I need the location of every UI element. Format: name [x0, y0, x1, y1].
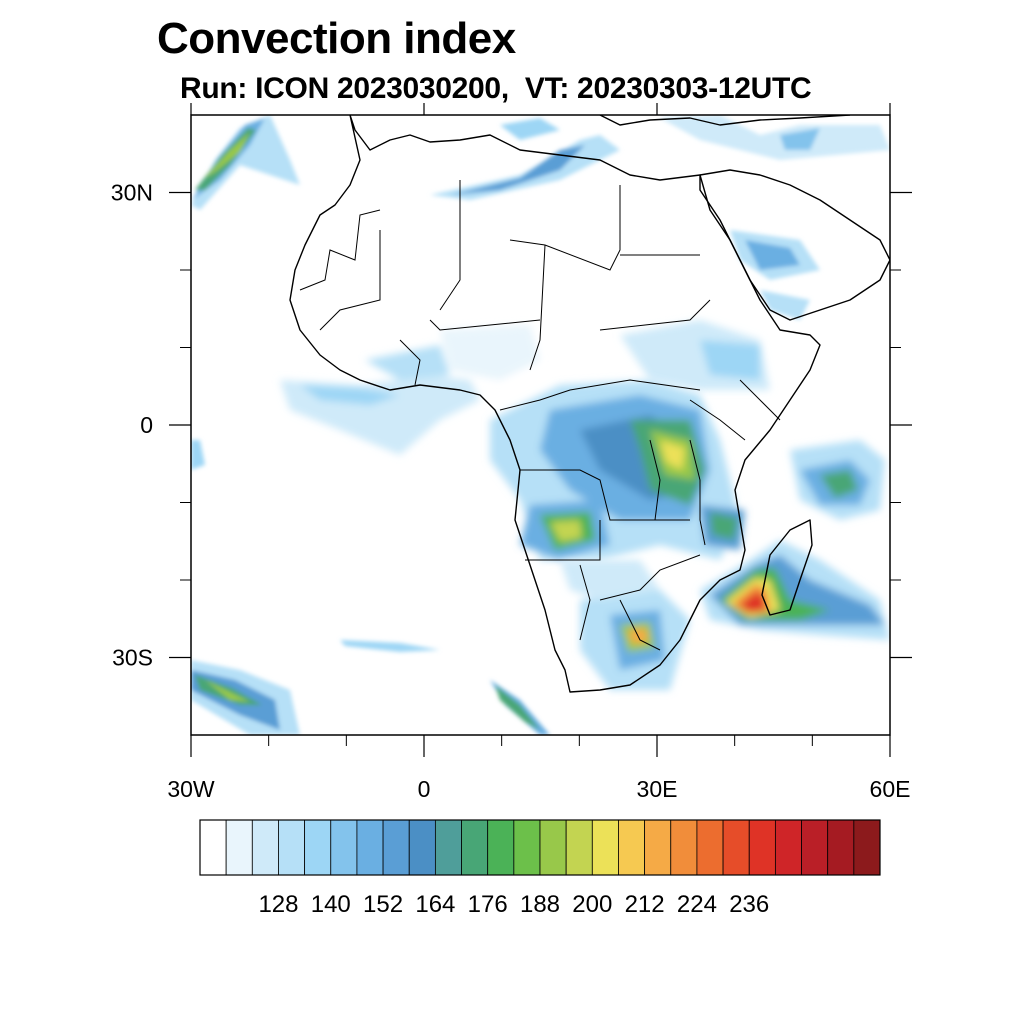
field-nw-atlantic: [191, 115, 300, 210]
colorbar-swatch: [251, 819, 279, 876]
field-south-atlantic: [191, 440, 550, 735]
africa-coastline: [289, 115, 821, 693]
colorbar-swatch: [644, 819, 672, 876]
colorbar-swatch: [696, 819, 724, 876]
colorbar-label: 164: [415, 891, 455, 918]
colorbar-label: 152: [363, 891, 403, 918]
madagascar-coastline: [761, 519, 813, 616]
colorbar-label: 128: [258, 891, 298, 918]
page-subtitle: Run: ICON 2023030200, VT: 20230303-12UTC: [180, 72, 812, 105]
colorbar-swatch: [670, 819, 698, 876]
colorbar-swatch: [513, 819, 541, 876]
colorbar-swatch: [539, 819, 567, 876]
coastlines: [289, 115, 890, 693]
colorbar-swatch: [827, 819, 855, 876]
lat-tick-label: 30N: [111, 180, 153, 206]
axis-labels: 30W 0 30E 60E 30N 0 30S: [111, 180, 911, 803]
colorbar-label: 236: [729, 891, 769, 918]
lat-tick-label: 30S: [112, 645, 153, 671]
colorbar-swatch: [382, 819, 410, 876]
colorbar-swatch: [618, 819, 646, 876]
colorbar-swatch: [199, 819, 227, 876]
colorbar-swatch: [853, 819, 881, 876]
lat-tick-label: 0: [140, 412, 153, 438]
europe-coastline: [599, 115, 851, 126]
page-title: Convection index: [157, 14, 516, 63]
colorbar-swatch: [801, 819, 829, 876]
axis-ticks: [169, 103, 912, 757]
colorbar-label: 176: [468, 891, 508, 918]
field-southern-africa: [560, 560, 690, 690]
field-west-africa: [280, 320, 770, 455]
colorbar-label: 212: [625, 891, 665, 918]
colorbar-swatch: [330, 819, 358, 876]
colorbar: [199, 819, 881, 876]
colorbar-swatch: [722, 819, 750, 876]
colorbar-swatch: [461, 819, 489, 876]
colorbar-swatch: [225, 819, 253, 876]
field-central-africa: [490, 380, 745, 560]
colorbar-labels: 128 140 152 164 176 188 200 212 224 236: [258, 891, 769, 918]
country-borders: [299, 180, 781, 651]
colorbar-swatch: [434, 819, 462, 876]
colorbar-swatch: [487, 819, 515, 876]
colorbar-swatch: [565, 819, 593, 876]
lon-tick-label: 60E: [870, 776, 911, 802]
colorbar-frame: [199, 819, 881, 876]
colorbar-label: 224: [677, 891, 717, 918]
colorbar-label: 200: [572, 891, 612, 918]
lon-tick-label: 0: [418, 776, 431, 802]
convection-field: [191, 115, 890, 735]
field-indian-ocean: [700, 440, 890, 640]
lon-tick-label: 30W: [167, 776, 215, 802]
colorbar-swatch: [278, 819, 306, 876]
lon-tick-label: 30E: [637, 776, 678, 802]
arabia-coastline: [699, 169, 890, 321]
colorbar-swatch: [774, 819, 802, 876]
colorbar-label: 188: [520, 891, 560, 918]
colorbar-swatch: [748, 819, 776, 876]
colorbar-swatch: [304, 819, 332, 876]
colorbar-swatch: [356, 819, 384, 876]
colorbar-swatch: [408, 819, 436, 876]
field-north-africa: [430, 115, 890, 320]
colorbar-label: 140: [311, 891, 351, 918]
colorbar-swatch: [591, 819, 619, 876]
